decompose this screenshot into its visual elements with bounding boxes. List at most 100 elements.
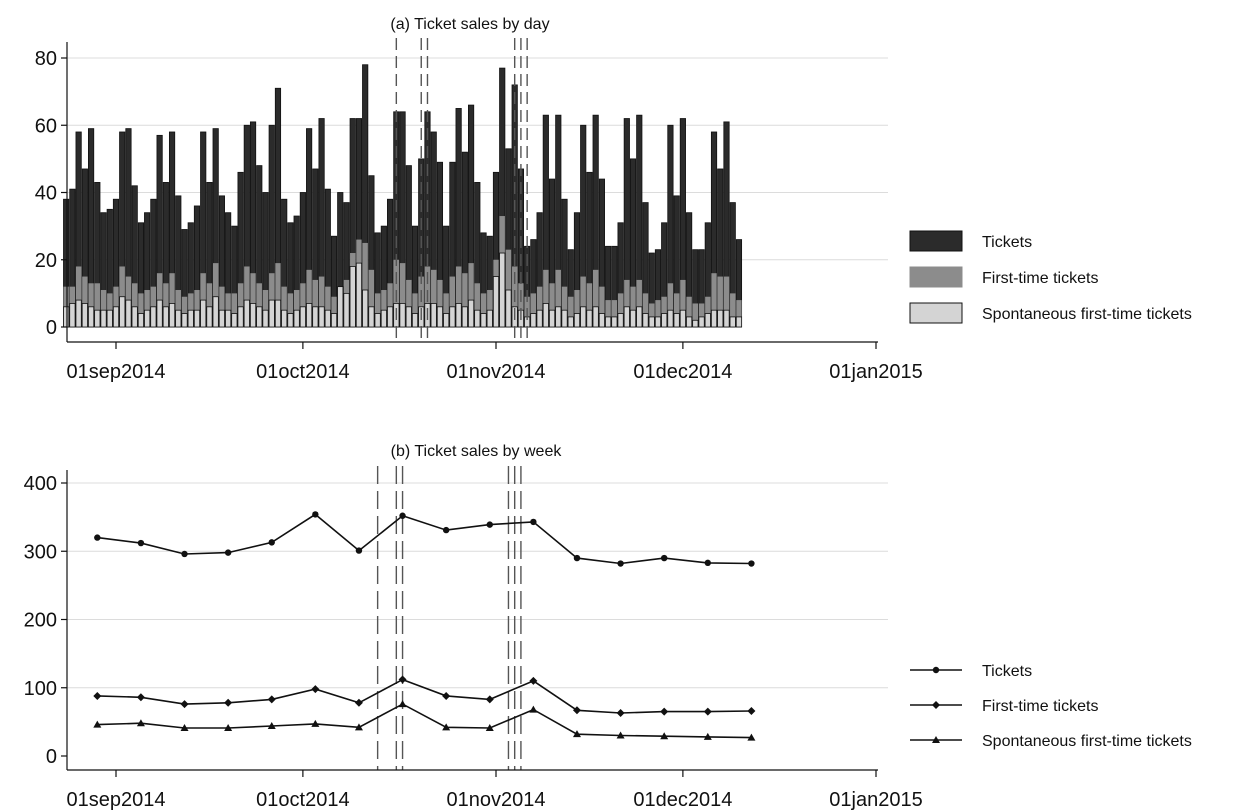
bar-spontaneous (505, 289, 512, 328)
bar-first-time (543, 269, 549, 327)
bar-spontaneous (162, 306, 169, 328)
bar-first-time (536, 286, 543, 327)
a-xtick-label: 01sep2014 (67, 361, 166, 383)
bar-spontaneous (648, 316, 655, 328)
bar-spontaneous (349, 266, 356, 328)
bar-spontaneous (281, 309, 288, 328)
line-spontaneous (97, 703, 752, 739)
point-tickets (312, 511, 319, 518)
point-tickets (181, 550, 188, 558)
bar-spontaneous (411, 313, 419, 328)
bar-first-time (256, 283, 262, 327)
point-first-time (485, 695, 494, 704)
bar-spontaneous (449, 306, 456, 328)
bar-spontaneous (555, 306, 562, 328)
bar-first-time (736, 300, 742, 327)
bar-first-time (449, 276, 456, 327)
bar-spontaneous (586, 309, 593, 328)
bar-spontaneous (717, 309, 724, 328)
bar-spontaneous (380, 309, 387, 328)
point-spontaneous (398, 700, 407, 708)
point-spontaneous (136, 719, 145, 727)
bar-first-time (611, 300, 618, 327)
panel-b-legend: Tickets First-time tickets Spontaneous f… (910, 663, 1192, 750)
bar-spontaneous (468, 299, 475, 328)
point-first-time (136, 693, 145, 702)
bar-spontaneous (69, 303, 76, 328)
point-spontaneous (267, 721, 276, 729)
bar-spontaneous (355, 262, 363, 328)
bar-first-time (175, 290, 181, 327)
point-spontaneous (747, 733, 756, 741)
bar-first-time (387, 283, 393, 327)
bar-first-time (636, 279, 642, 327)
bar-first-time (592, 269, 599, 327)
point-tickets (617, 560, 624, 567)
point-first-time (354, 698, 363, 707)
line-first-time (97, 678, 752, 714)
point-first-time (311, 685, 320, 694)
legend-swatch-spontaneous (909, 302, 963, 324)
panel-a-title: (a) Ticket sales by day (390, 16, 549, 33)
bar-first-time (437, 279, 443, 327)
bar-first-time (82, 276, 88, 327)
point-tickets (355, 547, 363, 554)
bar-spontaneous (536, 309, 543, 328)
bar-spontaneous (262, 309, 269, 328)
bar-spontaneous (710, 309, 718, 328)
bar-spontaneous (673, 313, 680, 328)
bar-spontaneous (125, 299, 132, 328)
point-tickets (137, 539, 145, 547)
bar-spontaneous (112, 306, 120, 328)
bar-spontaneous (312, 306, 319, 328)
bar-first-time (505, 249, 512, 327)
bar-spontaneous (150, 306, 157, 328)
point-first-time (267, 695, 276, 704)
b-xtick-label: 01sep2014 (67, 789, 166, 810)
bar-spontaneous (405, 306, 412, 328)
bar-spontaneous (274, 299, 282, 328)
point-first-time (442, 691, 451, 700)
bar-first-time (586, 283, 593, 327)
a-xtick-label: 01dec2014 (633, 361, 732, 383)
bar-spontaneous (636, 306, 643, 328)
bar-first-time (443, 293, 449, 327)
bar-spontaneous (561, 309, 568, 328)
bar-first-time (431, 269, 437, 327)
bar-spontaneous (231, 313, 238, 328)
bar-spontaneous (598, 313, 605, 328)
bar-spontaneous (237, 306, 244, 328)
bar-spontaneous (119, 296, 126, 328)
bar-spontaneous (175, 309, 182, 328)
bar-spontaneous (729, 316, 736, 328)
bar-first-time (680, 279, 686, 327)
legend-swatch-first-time (909, 266, 963, 288)
bar-first-time (705, 296, 711, 327)
bar-spontaneous (679, 309, 686, 328)
bar-spontaneous (256, 306, 263, 328)
bar-first-time (300, 283, 306, 327)
point-tickets (224, 549, 232, 556)
bar-spontaneous (324, 309, 331, 328)
point-first-time (747, 706, 756, 715)
bar-spontaneous (623, 306, 630, 328)
bar-spontaneous (225, 309, 232, 328)
bar-spontaneous (430, 303, 437, 328)
a-xtick-label: 01jan2015 (829, 361, 922, 383)
daily-sales-panel: (a) Ticket sales by day 0 20 40 60 80 01sep20… (35, 16, 1192, 383)
bar-spontaneous (723, 309, 730, 328)
bar-spontaneous (193, 309, 201, 328)
bar-spontaneous (698, 316, 705, 328)
bar-first-time (711, 273, 717, 327)
bar-first-time (244, 266, 250, 327)
bar-first-time (275, 263, 281, 327)
bar-first-time (293, 290, 300, 327)
legend-label-first-time: First-time tickets (982, 270, 1098, 287)
bar-spontaneous (368, 306, 375, 328)
bar-first-time (574, 290, 580, 327)
a-ytick-label: 60 (35, 115, 57, 137)
bar-first-time (717, 276, 723, 327)
bar-first-time (144, 290, 150, 327)
bar-first-time (331, 296, 337, 327)
bar-first-time (237, 283, 244, 327)
